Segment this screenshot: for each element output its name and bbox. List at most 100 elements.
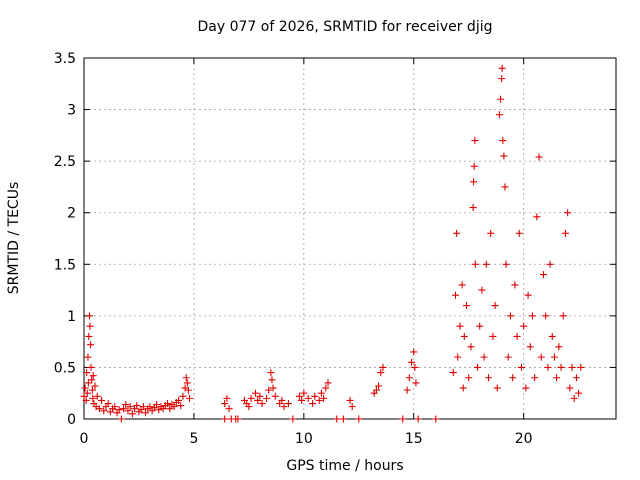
data-point (309, 400, 317, 408)
x-tick-label: 20 (515, 431, 533, 447)
data-point (339, 415, 347, 423)
data-point (577, 363, 585, 371)
data-point (454, 353, 462, 361)
data-point (495, 111, 503, 119)
data-point (183, 379, 191, 387)
data-point (128, 410, 136, 418)
data-point (166, 405, 174, 413)
data-point (87, 363, 95, 371)
data-point (348, 403, 356, 411)
data-point (265, 386, 273, 394)
y-tick-label: 2.5 (54, 154, 76, 170)
data-point (184, 386, 192, 394)
data-point (375, 382, 383, 390)
x-tick-label: 5 (189, 431, 198, 447)
data-point (535, 153, 543, 161)
data-point (566, 384, 574, 392)
data-point (561, 229, 569, 237)
y-axis-label: SRMTID / TECUs (6, 182, 22, 295)
y-tick-label: 3 (67, 103, 76, 119)
chart-title: Day 077 of 2026, SRMTID for receiver dji… (198, 19, 493, 35)
data-point (146, 403, 154, 411)
data-point (355, 415, 363, 423)
data-point (570, 394, 578, 402)
data-point (564, 209, 572, 217)
data-point (322, 384, 330, 392)
data-point (520, 322, 528, 330)
data-point (95, 405, 103, 413)
data-point (88, 386, 96, 394)
data-point (269, 384, 277, 392)
y-tick-label: 2 (67, 206, 76, 222)
data-point (553, 374, 561, 382)
data-point (85, 332, 93, 340)
data-point (91, 382, 99, 390)
data-point (470, 178, 478, 186)
y-tick-label: 3.5 (54, 51, 76, 67)
data-point (186, 394, 194, 402)
data-point (515, 229, 523, 237)
data-point (531, 374, 539, 382)
plot-frame (83, 57, 617, 420)
data-point (484, 374, 492, 382)
data-point (84, 353, 92, 361)
data-point (449, 369, 457, 377)
data-point (87, 341, 95, 349)
data-point (493, 384, 501, 392)
data-point (221, 415, 229, 423)
data-point (254, 396, 262, 404)
data-points (80, 64, 585, 423)
data-point (377, 369, 385, 377)
data-point (542, 312, 550, 320)
data-point (559, 312, 567, 320)
data-point (280, 403, 288, 411)
data-point (489, 332, 497, 340)
data-point (548, 332, 556, 340)
data-point (81, 384, 89, 392)
data-point (504, 353, 512, 361)
data-point (111, 403, 119, 411)
data-point (544, 363, 552, 371)
data-point (93, 392, 101, 400)
data-point (513, 332, 521, 340)
data-point (117, 415, 125, 423)
data-point (83, 369, 91, 377)
data-point (84, 379, 92, 387)
y-tick-labels: 0 0.5 1 1.5 2 2.5 3 3.5 (54, 51, 76, 428)
data-point (298, 396, 306, 404)
data-point (289, 415, 297, 423)
data-point (517, 363, 525, 371)
data-point (83, 389, 91, 397)
data-point (88, 376, 96, 384)
data-point (300, 389, 308, 397)
data-point (487, 229, 495, 237)
data-point (412, 379, 420, 387)
data-point (458, 281, 466, 289)
data-point (411, 363, 419, 371)
data-point (399, 415, 407, 423)
x-tick-label: 0 (80, 431, 89, 447)
x-axis-label: GPS time / hours (286, 458, 403, 474)
data-point (271, 392, 279, 400)
data-point (115, 406, 123, 414)
axis-ticks (83, 57, 616, 420)
data-point (89, 394, 97, 402)
data-point (403, 386, 411, 394)
data-point (133, 402, 141, 410)
data-point (497, 95, 505, 103)
y-tick-label: 1.5 (54, 257, 76, 273)
data-point (452, 291, 460, 299)
data-point (177, 402, 185, 410)
data-point (526, 343, 534, 351)
data-point (295, 392, 303, 400)
data-point (476, 322, 484, 330)
data-point (120, 405, 128, 413)
data-point (179, 392, 187, 400)
x-tick-label: 15 (405, 431, 423, 447)
data-point (491, 302, 499, 310)
data-point (471, 137, 479, 145)
data-point (278, 396, 286, 404)
data-point (528, 312, 536, 320)
data-point (546, 260, 554, 268)
